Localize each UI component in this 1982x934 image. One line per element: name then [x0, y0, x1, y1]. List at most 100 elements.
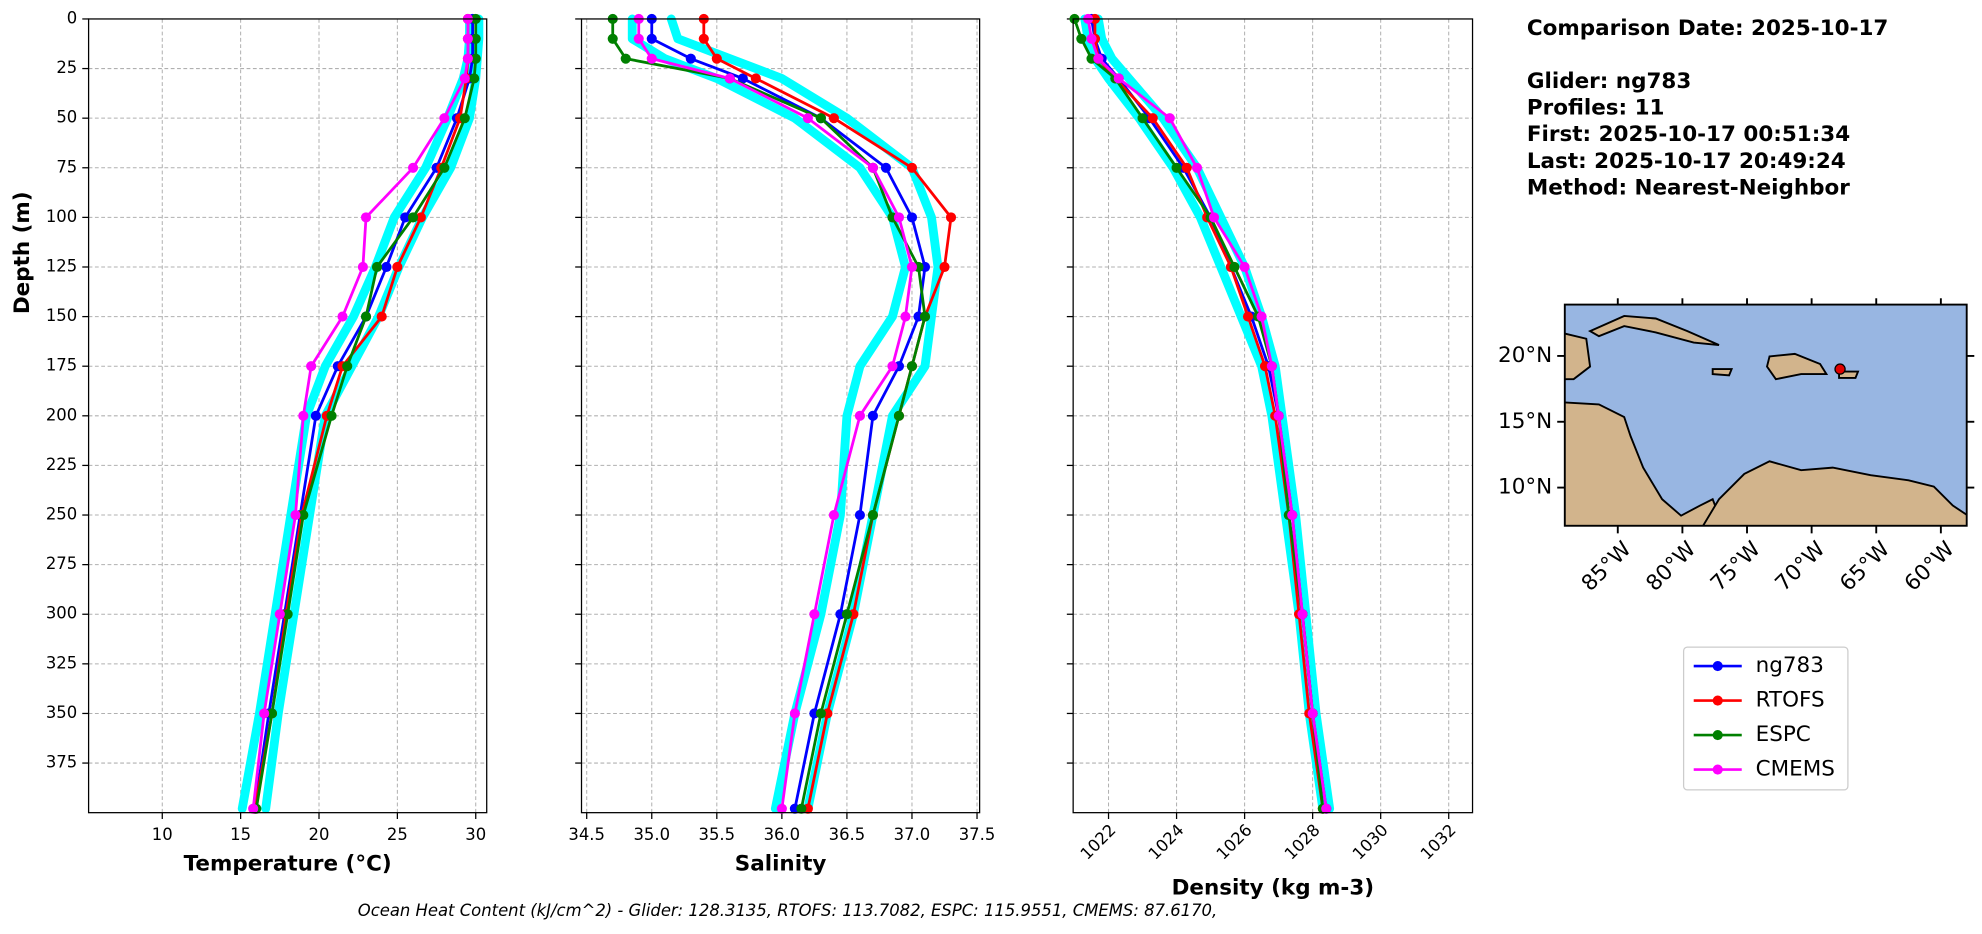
series-marker: [1229, 261, 1240, 273]
series-marker: [802, 113, 813, 124]
series-marker: [906, 212, 918, 223]
x-tick-label: 1026: [1213, 820, 1256, 863]
series-marker: [1266, 361, 1277, 372]
series-marker: [841, 609, 852, 620]
y-tick-label: 175: [46, 356, 77, 375]
series-marker: [470, 33, 481, 44]
series-marker: [809, 609, 820, 620]
y-tick-label: 375: [46, 753, 77, 772]
series-marker: [776, 803, 787, 814]
y-tick-label: 300: [46, 604, 77, 623]
x-tick-label: 1030: [1349, 820, 1392, 863]
series-marker: [919, 311, 931, 322]
x-tick-label: 1024: [1145, 820, 1188, 863]
x-tick-label: 75°W: [1706, 537, 1766, 597]
series-marker: [1208, 212, 1220, 223]
y-tick-label: 350: [46, 703, 77, 722]
series-marker: [1113, 73, 1124, 84]
series-marker: [854, 410, 865, 421]
x-tick-label: 1028: [1281, 820, 1324, 863]
series-marker: [469, 73, 480, 84]
legend-marker: [1712, 695, 1723, 706]
series-marker: [880, 162, 892, 173]
series-marker: [310, 410, 321, 421]
series-marker: [259, 708, 270, 719]
glider-location: [1834, 363, 1846, 375]
x-tick-label: 35.5: [699, 825, 736, 844]
x-tick-label: 15: [230, 825, 251, 844]
map-frame: [1563, 303, 1968, 527]
series-marker: [298, 410, 309, 421]
info-line: Comparison Date: 2025-10-17: [1527, 16, 1888, 41]
series-marker: [789, 708, 800, 719]
series-line: [261, 14, 484, 814]
legend-box: [1682, 646, 1849, 791]
series-marker: [407, 212, 419, 223]
y-tick-label: 50: [56, 108, 77, 127]
series-marker: [620, 53, 631, 64]
series-marker: [1171, 162, 1182, 173]
y-tick-label: 25: [56, 58, 77, 77]
series-marker: [646, 53, 657, 64]
x-tick-label: 1022: [1077, 820, 1120, 863]
legend-label: RTOFS: [1756, 688, 1825, 713]
series-marker: [646, 33, 657, 44]
y-tick-label: 100: [46, 207, 77, 226]
series-marker: [459, 113, 470, 124]
series-marker: [337, 311, 348, 322]
series-marker: [607, 33, 618, 44]
series-marker: [854, 509, 865, 521]
series-marker: [945, 212, 957, 223]
series-marker: [400, 212, 411, 223]
x-axis-label: Salinity: [735, 851, 827, 876]
series-marker: [1242, 311, 1254, 322]
x-tick-label: 70°W: [1771, 537, 1831, 597]
series-marker: [750, 73, 761, 84]
x-tick-label: 30: [465, 825, 486, 844]
legend-marker: [1712, 730, 1723, 741]
series-marker: [893, 410, 905, 421]
info-line: Glider: ng783: [1527, 69, 1691, 94]
series-marker: [266, 708, 278, 719]
series-line: [1090, 17, 1328, 811]
series-marker: [900, 311, 911, 322]
series-marker: [298, 509, 309, 521]
panel: 34.5 35.0 35.5 36.0 36.5 37.0 37.5 Salinity: [568, 13, 996, 876]
series-marker: [357, 261, 368, 273]
legend: ng783 RTOFS ESPC CMEMS: [1682, 646, 1849, 791]
series-marker: [867, 509, 878, 521]
series-marker: [939, 261, 950, 273]
legend-label: CMEMS: [1756, 757, 1835, 782]
footer: Ocean Heat Content (kJ/cm^2) - Glider: 1…: [358, 901, 1217, 920]
series-marker: [462, 53, 473, 64]
legend-marker: [1712, 764, 1723, 775]
series-marker: [306, 361, 317, 372]
series-marker: [867, 410, 878, 421]
series-marker: [1287, 509, 1298, 521]
series-marker: [290, 509, 301, 521]
legend-items: ng783 RTOFS ESPC CMEMS: [1693, 653, 1835, 782]
x-tick-label: 34.5: [568, 825, 605, 844]
series-marker: [360, 311, 372, 322]
series-marker: [685, 53, 696, 64]
x-tick-label: 37.5: [959, 825, 996, 844]
series-marker: [698, 33, 709, 44]
y-tick-label: 200: [46, 405, 77, 424]
series-marker: [711, 53, 722, 64]
series-marker: [470, 53, 481, 64]
series-marker: [737, 73, 748, 84]
info-block: Comparison Date: 2025-10-17 Glider: ng783…: [1527, 16, 1888, 200]
series-marker: [1239, 261, 1250, 273]
x-tick-label: 60°W: [1900, 537, 1960, 597]
x-axis-label: Temperature (°C): [184, 851, 392, 876]
x-tick-label: 65°W: [1835, 537, 1895, 597]
series-marker: [887, 361, 898, 372]
series-marker: [1307, 708, 1318, 719]
series-line: [650, 17, 927, 811]
x-tick-label: 10: [152, 825, 173, 844]
series-marker: [371, 261, 383, 273]
legend-label: ESPC: [1756, 722, 1811, 747]
panel: 10 15 20 25 30025507510012515017520022525027…: [10, 8, 488, 876]
series-marker: [815, 708, 826, 719]
